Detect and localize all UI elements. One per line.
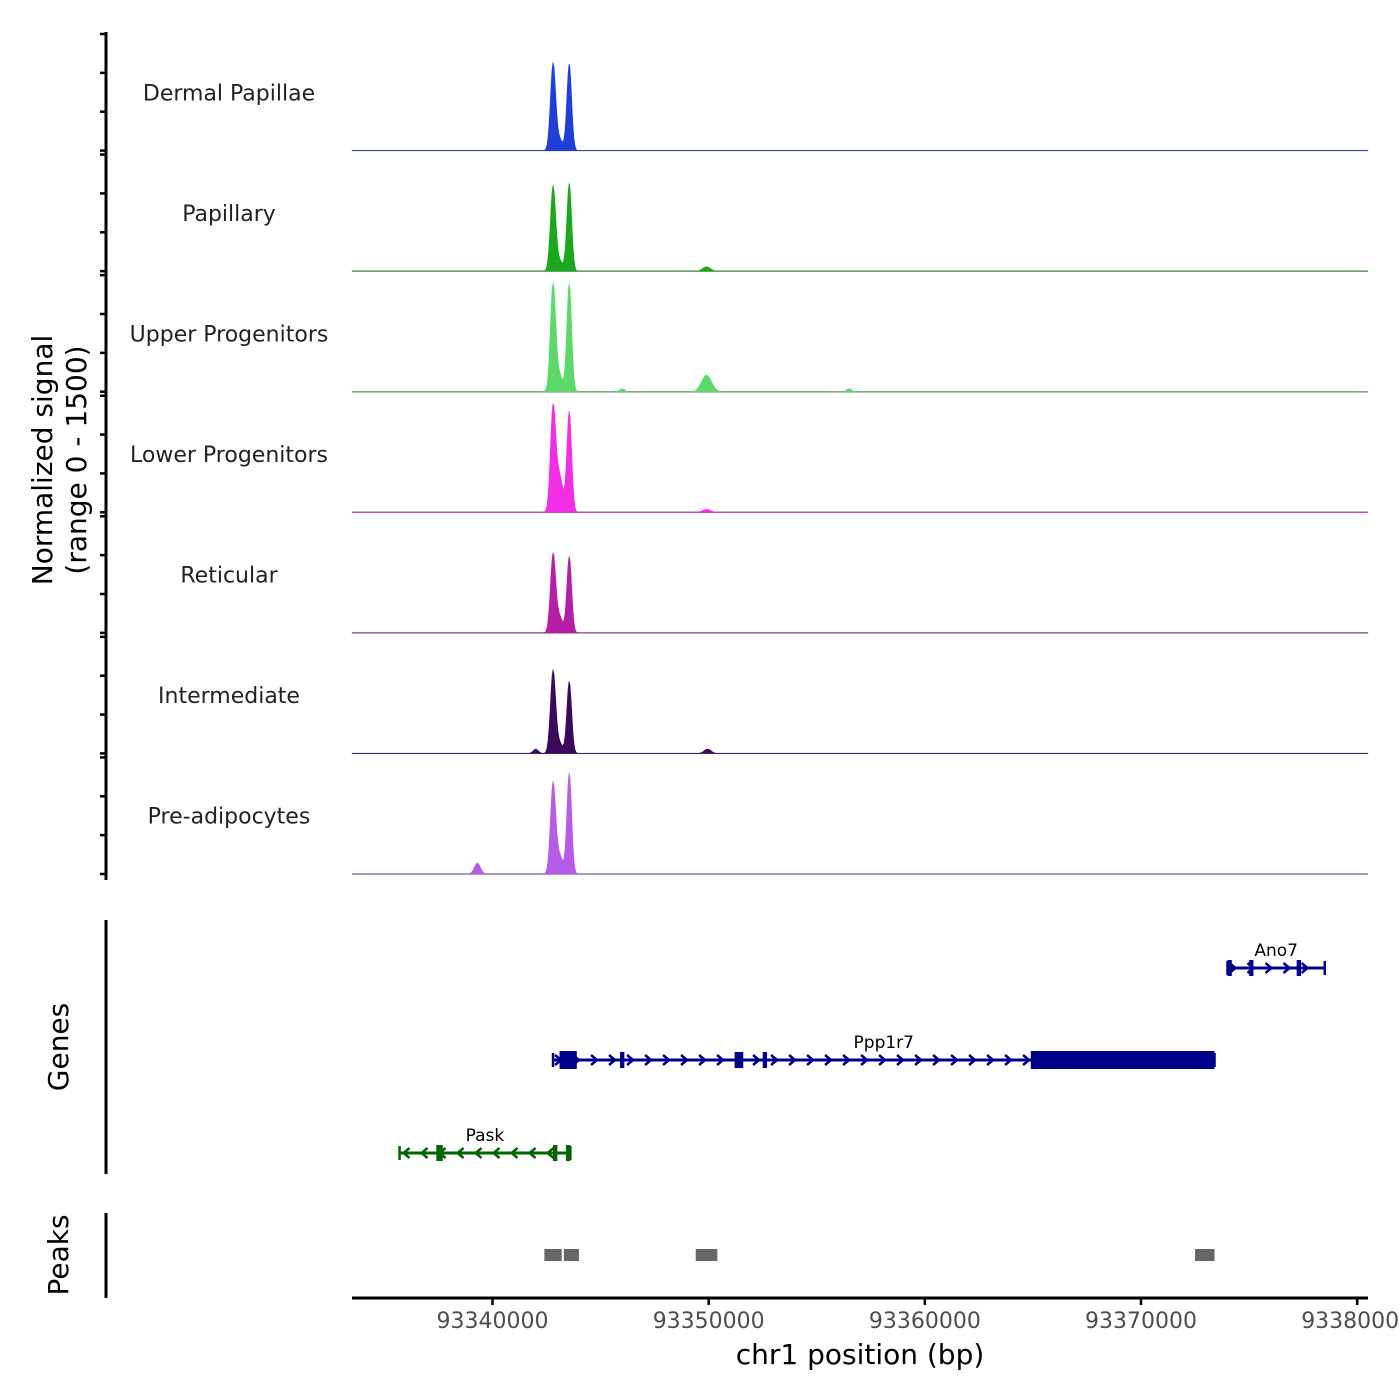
strand-arrow [806,1054,815,1066]
track-label: Pre-adipocytes [148,805,311,830]
y-axis-title-line2: (range 0 - 1500) [60,345,93,574]
strand-arrow [1004,1054,1013,1066]
strand-arrow [1022,1054,1031,1066]
strand-arrow [509,1147,519,1159]
strand-arrow [698,1054,707,1066]
peaks-panel-title: Peaks [42,1214,75,1295]
coverage-tracks: Dermal Papillae Papillary Upper Progenitor… [130,62,1369,875]
track-label: Intermediate [158,684,300,709]
coverage-area [351,669,1369,754]
peak-regions [544,1249,1215,1261]
strand-arrow [1202,1054,1211,1066]
x-tick-label: 93350000 [653,1309,765,1334]
strand-arrow [626,1054,635,1066]
gene-exon [1227,960,1232,976]
gene-exon [620,1052,625,1068]
strand-arrow [914,1054,923,1066]
y-axis-title-line1: Normalized signal [26,335,59,586]
strand-arrow [986,1054,995,1066]
strand-arrow [554,1054,563,1066]
gene-label: Ppp1r7 [854,1033,914,1053]
track-label: Papillary [182,202,276,227]
strand-arrow [1076,1054,1085,1066]
strand-arrow [437,1147,447,1159]
strand-arrow [1058,1054,1067,1066]
strand-arrow [752,1054,761,1066]
strand-arrow [1148,1054,1157,1066]
x-tick-label: 93340000 [437,1309,549,1334]
gene-exon [762,1052,768,1068]
coverage-area [351,552,1369,634]
strand-arrow [860,1054,869,1066]
strand-arrow [644,1054,653,1066]
strand-arrow [662,1054,671,1066]
x-tick-label: 93370000 [1085,1309,1197,1334]
gene-exon [1296,960,1301,976]
signal-y-ticks [100,32,106,876]
strand-arrow [1040,1054,1049,1066]
strand-arrow [1130,1054,1139,1066]
gene-exon [566,1145,571,1161]
strand-arrow [1228,962,1238,974]
strand-arrow [1264,962,1274,974]
strand-arrow [734,1054,743,1066]
strand-arrow [932,1054,941,1066]
coverage-area [351,183,1369,272]
strand-arrow [824,1054,833,1066]
strand-arrow [896,1054,905,1066]
strand-arrow [1094,1054,1103,1066]
coverage-area [351,62,1369,151]
strand-arrow [608,1054,617,1066]
strand-arrow [680,1054,689,1066]
strand-arrow [1300,962,1310,974]
strand-arrow [842,1054,851,1066]
strand-arrow [473,1147,483,1159]
track-label: Lower Progenitors [130,443,328,468]
strand-arrow [401,1147,411,1159]
strand-arrow [788,1054,797,1066]
track-label: Dermal Papillae [143,81,315,106]
strand-arrow [527,1147,537,1159]
peak-region [1195,1249,1215,1261]
x-axis-ticks: 93340000 93350000 93360000 93370000 93380000 [437,1298,1400,1334]
gene-exon [553,1145,558,1161]
track-label: Reticular [180,564,278,589]
strand-arrow [716,1054,725,1066]
gene-exon [734,1052,744,1068]
gene-models: Ano7 Ppp1r7 Pask [398,941,1327,1161]
peak-region [563,1249,579,1261]
strand-arrow [878,1054,887,1066]
strand-arrow [968,1054,977,1066]
strand-arrow [590,1054,599,1066]
strand-arrow [419,1147,429,1159]
x-tick-label: 93360000 [869,1309,981,1334]
coverage-area [351,402,1369,513]
strand-arrow [455,1147,465,1159]
strand-arrow [1282,962,1292,974]
strand-arrow [491,1147,501,1159]
coverage-area [351,283,1369,393]
coverage-area [352,772,1368,875]
genes-panel-title: Genes [42,1003,75,1091]
x-tick-label: 93380000 [1301,1309,1400,1334]
strand-arrow [572,1054,581,1066]
gene-exon [1249,960,1254,976]
strand-arrow [545,1147,555,1159]
x-axis-title: chr1 position (bp) [736,1338,985,1371]
strand-arrow [1246,962,1256,974]
strand-arrow [950,1054,959,1066]
gene-label: Ano7 [1254,941,1298,961]
peak-region [695,1249,718,1261]
strand-arrow [1184,1054,1193,1066]
track-label: Upper Progenitors [130,322,329,347]
gene-exon [559,1051,577,1069]
gene-exon [1030,1051,1215,1069]
strand-arrow [1166,1054,1175,1066]
strand-arrow [1112,1054,1121,1066]
peak-region [544,1249,562,1261]
strand-arrow [770,1054,779,1066]
gene-label: Pask [466,1126,505,1146]
